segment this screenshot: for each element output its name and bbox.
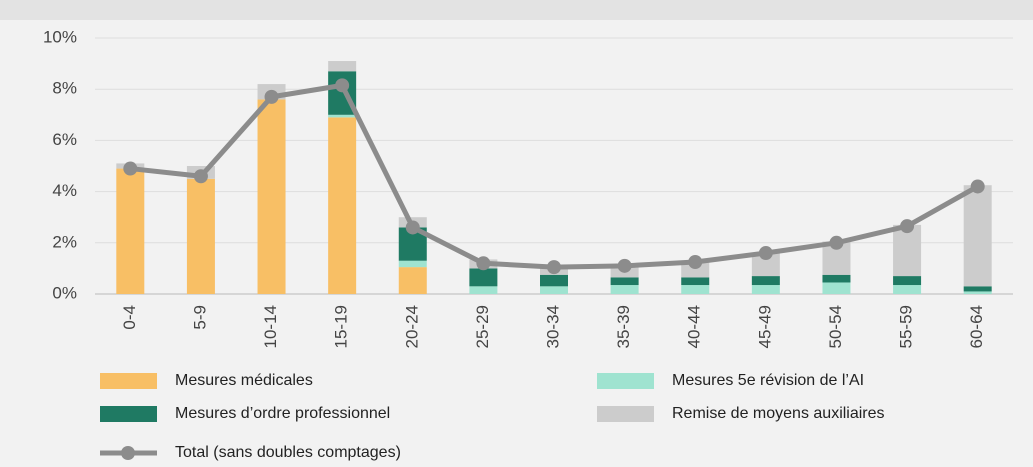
bar-segment [822,282,851,294]
bar-segment [116,168,145,294]
bar-segment [328,61,357,72]
x-tick-label: 15-19 [332,305,351,348]
y-tick-label: 4% [52,181,77,200]
total-point [335,78,350,93]
bar-segment [186,178,215,294]
x-tick-label: 35-39 [614,305,633,348]
total-point [758,246,773,261]
x-tick-label: 40-44 [685,305,704,348]
bar-segment [822,274,851,283]
total-point [829,235,844,250]
bar-segment [893,285,922,294]
total-point [123,161,138,176]
y-tick-label: 8% [52,79,77,98]
bar-segment [963,185,992,287]
total-line [130,82,979,270]
total-point [900,219,915,234]
legend-swatch [597,373,654,389]
bar-segment [610,277,639,286]
y-tick-label: 10% [43,27,77,46]
x-tick-label: 60-64 [967,305,986,348]
total-point [264,89,279,104]
legend-label: Mesures d’ordre professionnel [175,405,390,422]
legend-swatch [121,446,135,460]
legend-swatch [597,406,654,422]
bar-segment [751,253,780,277]
bar-segment [681,277,710,286]
total-point [405,220,420,235]
total-point [476,256,491,271]
bar-segment [398,260,427,268]
bar-segment [963,286,992,292]
bar-segment [469,286,498,294]
total-point [617,258,632,273]
bar-segment [540,274,568,287]
bar-segment [893,224,922,277]
x-tick-label: 50-54 [826,305,845,348]
x-tick-label: 30-34 [543,305,562,348]
legend-label: Mesures médicales [175,372,313,389]
y-tick-label: 0% [52,283,77,302]
total-point [970,179,985,194]
bar-segment [751,276,780,286]
y-tick-label: 6% [52,130,77,149]
legend-label: Mesures 5e révision de l’AI [672,372,864,389]
bar-segment [751,285,780,294]
bar-segment [681,285,710,294]
x-tick-label: 0-4 [120,305,139,330]
legend-label: Remise de moyens auxiliaires [672,405,885,422]
total-point [193,169,208,184]
x-tick-label: 45-49 [755,305,774,348]
total-point [688,255,703,269]
legend-label: Total (sans doubles comptages) [175,444,401,461]
x-tick-label: 55-59 [897,305,916,348]
top-band [0,0,1033,20]
y-tick-label: 2% [52,232,77,251]
legend-swatch [100,406,157,422]
x-tick-label: 25-29 [473,305,492,348]
bar-segment [893,276,922,286]
bar-segment [469,268,498,287]
x-tick-label: 20-24 [402,305,421,348]
x-tick-label: 5-9 [190,305,209,330]
bar-segment [328,114,357,118]
bar-segment [540,286,568,294]
bar-segment [963,291,992,294]
bar-segment [681,262,710,278]
bar-segment [610,285,639,294]
bar-segment [398,267,427,294]
bar-segment [257,99,286,294]
legend-swatch [100,373,157,389]
bar-segment [328,117,357,294]
total-point [547,260,561,275]
x-tick-label: 10-14 [261,305,280,348]
